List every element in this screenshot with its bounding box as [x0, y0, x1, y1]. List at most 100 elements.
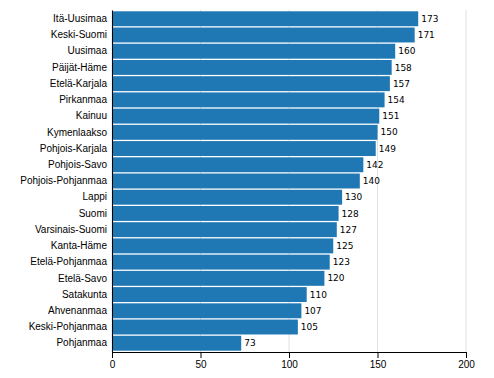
axis-line [113, 353, 467, 359]
data-label: 125 [336, 241, 353, 251]
tick-label: Etelä-Karjala [50, 78, 108, 89]
bars [112, 11, 418, 350]
bar [112, 320, 298, 335]
tick-label: Päijät-Häme [52, 62, 107, 73]
data-label: 127 [340, 225, 357, 235]
tick-label: Kainuu [76, 110, 107, 121]
tick-mark [378, 352, 379, 358]
data-label: 157 [393, 79, 410, 89]
tick: 100 [281, 352, 298, 370]
bar [112, 141, 376, 156]
data-label: 110 [310, 290, 327, 300]
data-label: 154 [388, 95, 405, 105]
tick: Pohjois-Pohjanmaa [20, 175, 107, 186]
tick-label: Etelä-Pohjanmaa [30, 256, 107, 267]
data-label: 160 [398, 46, 415, 56]
data-label: 73 [244, 338, 255, 348]
tick: Pohjanmaa [56, 337, 107, 348]
tick-label: Pirkanmaa [59, 94, 107, 105]
tick: Satakunta [62, 289, 107, 300]
tick-label: Etelä-Savo [58, 273, 107, 284]
tick: Pohjois-Karjala [40, 143, 108, 154]
data-label: 120 [327, 273, 344, 283]
tick: Kainuu [76, 110, 107, 121]
tick-label: Kymenlaakso [47, 127, 107, 138]
tick: 150 [370, 352, 387, 370]
bar [112, 11, 418, 26]
tick-label: Uusimaa [68, 45, 108, 56]
bar [112, 206, 339, 221]
grid-line [112, 10, 113, 352]
tick-label: 50 [195, 359, 207, 370]
tick-label: Suomi [79, 208, 107, 219]
grid [112, 10, 466, 352]
bar [112, 336, 241, 351]
tick: Päijät-Häme [52, 62, 107, 73]
tick-label: Itä-Uusimaa [53, 13, 107, 24]
value-axis: 0 50 100 150 200 [110, 352, 476, 370]
data-label: 171 [418, 30, 435, 40]
data-label: 140 [363, 176, 380, 186]
tick-mark [112, 352, 113, 358]
tick: 0 [110, 352, 116, 370]
data-label: 105 [301, 322, 318, 332]
data-label: 173 [421, 14, 438, 24]
tick-mark [466, 352, 467, 358]
tick-label: Kanta-Häme [51, 240, 108, 251]
bar [112, 238, 333, 253]
data-label: 128 [342, 209, 359, 219]
bar [112, 44, 395, 59]
bar [112, 303, 301, 318]
tick: Suomi [79, 208, 107, 219]
bar [112, 109, 379, 124]
tick: Ahvenanmaa [48, 305, 107, 316]
data-labels: 73 105 107 110120 123 125 127 128 130140 142 149 15… [244, 14, 438, 348]
tick: 200 [458, 352, 475, 370]
tick: Uusimaa [68, 45, 108, 56]
tick-label: 200 [458, 359, 475, 370]
data-label: 149 [379, 144, 396, 154]
tick: Lappi [83, 191, 107, 202]
plot: 0 50 100 150 200 Pohjanmaa Keski-Pohjanmaa Ahve… [20, 10, 475, 370]
tick-label: Keski-Pohjanmaa [29, 321, 108, 332]
tick: Keski-Pohjanmaa [29, 321, 108, 332]
bar [112, 125, 378, 140]
tick: Pirkanmaa [59, 94, 107, 105]
tick: Varsinais-Suomi [35, 224, 107, 235]
bar [112, 255, 330, 270]
data-label: 150 [381, 127, 398, 137]
tick-label: Pohjois-Karjala [40, 143, 108, 154]
grid-line [466, 10, 467, 352]
category-axis: Pohjanmaa Keski-Pohjanmaa Ahvenanmaa Sataku… [20, 11, 112, 353]
data-label: 142 [366, 160, 383, 170]
tick: Pohjois-Savo [48, 159, 107, 170]
tick-label: Pohjois-Savo [48, 159, 107, 170]
tick: Itä-Uusimaa [53, 13, 107, 24]
bar [112, 190, 342, 205]
tick-label: 150 [370, 359, 387, 370]
bar [112, 157, 363, 172]
bar [112, 92, 385, 107]
tick-label: Ahvenanmaa [48, 305, 107, 316]
chart: 0 50 100 150 200 Pohjanmaa Keski-Pohjanmaa Ahve… [0, 0, 494, 378]
bar [112, 174, 360, 189]
tick: Etelä-Savo [58, 273, 107, 284]
bar [112, 60, 392, 75]
data-label: 151 [382, 111, 399, 121]
tick: 50 [195, 352, 207, 370]
tick: Etelä-Pohjanmaa [30, 256, 107, 267]
bar [112, 271, 324, 286]
tick-mark [289, 352, 290, 358]
tick-mark [201, 352, 202, 358]
data-label: 107 [304, 306, 321, 316]
tick-label: Varsinais-Suomi [35, 224, 107, 235]
tick: Keski-Suomi [51, 29, 107, 40]
tick-label: Pohjanmaa [56, 337, 107, 348]
tick-label: Keski-Suomi [51, 29, 107, 40]
data-label: 158 [395, 63, 412, 73]
tick-label: Satakunta [62, 289, 107, 300]
data-label: 123 [333, 257, 350, 267]
tick: Etelä-Karjala [50, 78, 108, 89]
tick: Kanta-Häme [51, 240, 108, 251]
data-label: 130 [345, 192, 362, 202]
